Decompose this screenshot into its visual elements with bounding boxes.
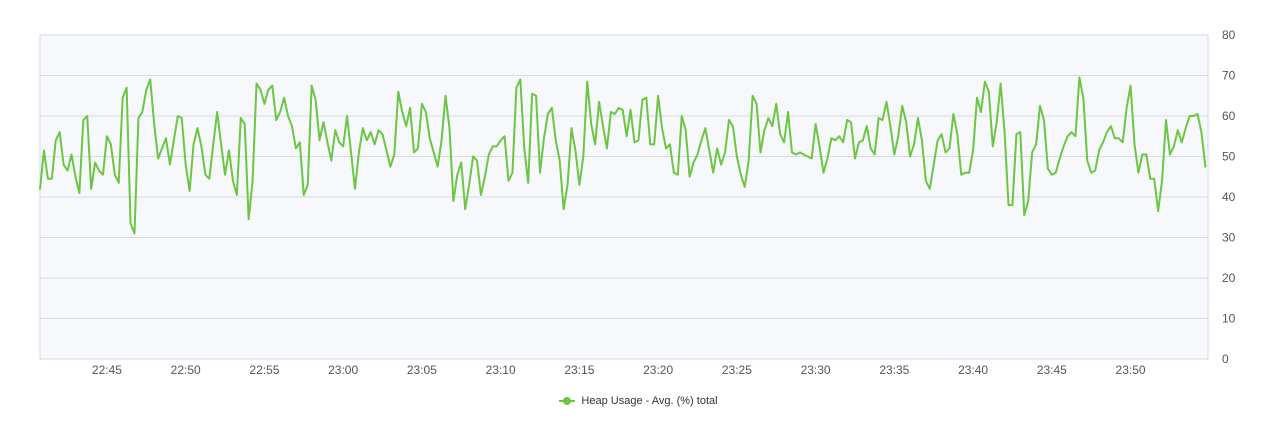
x-tick-label: 23:35 <box>879 363 909 377</box>
x-tick-label: 22:55 <box>249 363 279 377</box>
y-tick-label: 30 <box>1222 231 1236 245</box>
x-tick-label: 22:45 <box>92 363 122 377</box>
y-tick-label: 50 <box>1222 150 1236 164</box>
legend-item-heap-usage[interactable]: Heap Usage - Avg. (%) total <box>559 395 718 407</box>
x-tick-label: 23:50 <box>1116 363 1146 377</box>
legend-marker-icon <box>559 396 576 406</box>
x-tick-label: 22:50 <box>171 363 201 377</box>
x-tick-label: 23:40 <box>958 363 988 377</box>
x-tick-label: 23:20 <box>643 363 673 377</box>
legend: Heap Usage - Avg. (%) total <box>0 395 1277 409</box>
x-tick-label: 23:05 <box>407 363 437 377</box>
x-axis-tick-labels: 22:45 22:50 22:55 23:00 23:05 23:10 23:15 23:20… <box>92 363 1146 377</box>
legend-label: Heap Usage - Avg. (%) total <box>581 395 718 407</box>
x-tick-label: 23:25 <box>722 363 752 377</box>
y-axis-tick-labels: 0 10 20 30 40 50 60 70 80 <box>1222 28 1236 366</box>
y-tick-label: 70 <box>1222 69 1236 83</box>
x-tick-label: 23:00 <box>328 363 358 377</box>
y-tick-label: 20 <box>1222 271 1236 285</box>
x-tick-label: 23:45 <box>1037 363 1067 377</box>
x-tick-label: 23:30 <box>801 363 831 377</box>
x-tick-label: 23:10 <box>486 363 516 377</box>
y-tick-label: 40 <box>1222 190 1236 204</box>
x-tick-label: 23:15 <box>564 363 594 377</box>
y-tick-label: 60 <box>1222 109 1236 123</box>
y-tick-label: 10 <box>1222 312 1236 326</box>
series-layer <box>39 76 1207 235</box>
y-tick-label: 0 <box>1222 352 1229 366</box>
y-tick-label: 80 <box>1222 28 1236 42</box>
series-line-heap-usage <box>39 76 1207 235</box>
heap-usage-line-chart: 0 10 20 30 40 50 60 70 80 22:45 22:50 22:55 23:00 23… <box>39 28 1236 377</box>
